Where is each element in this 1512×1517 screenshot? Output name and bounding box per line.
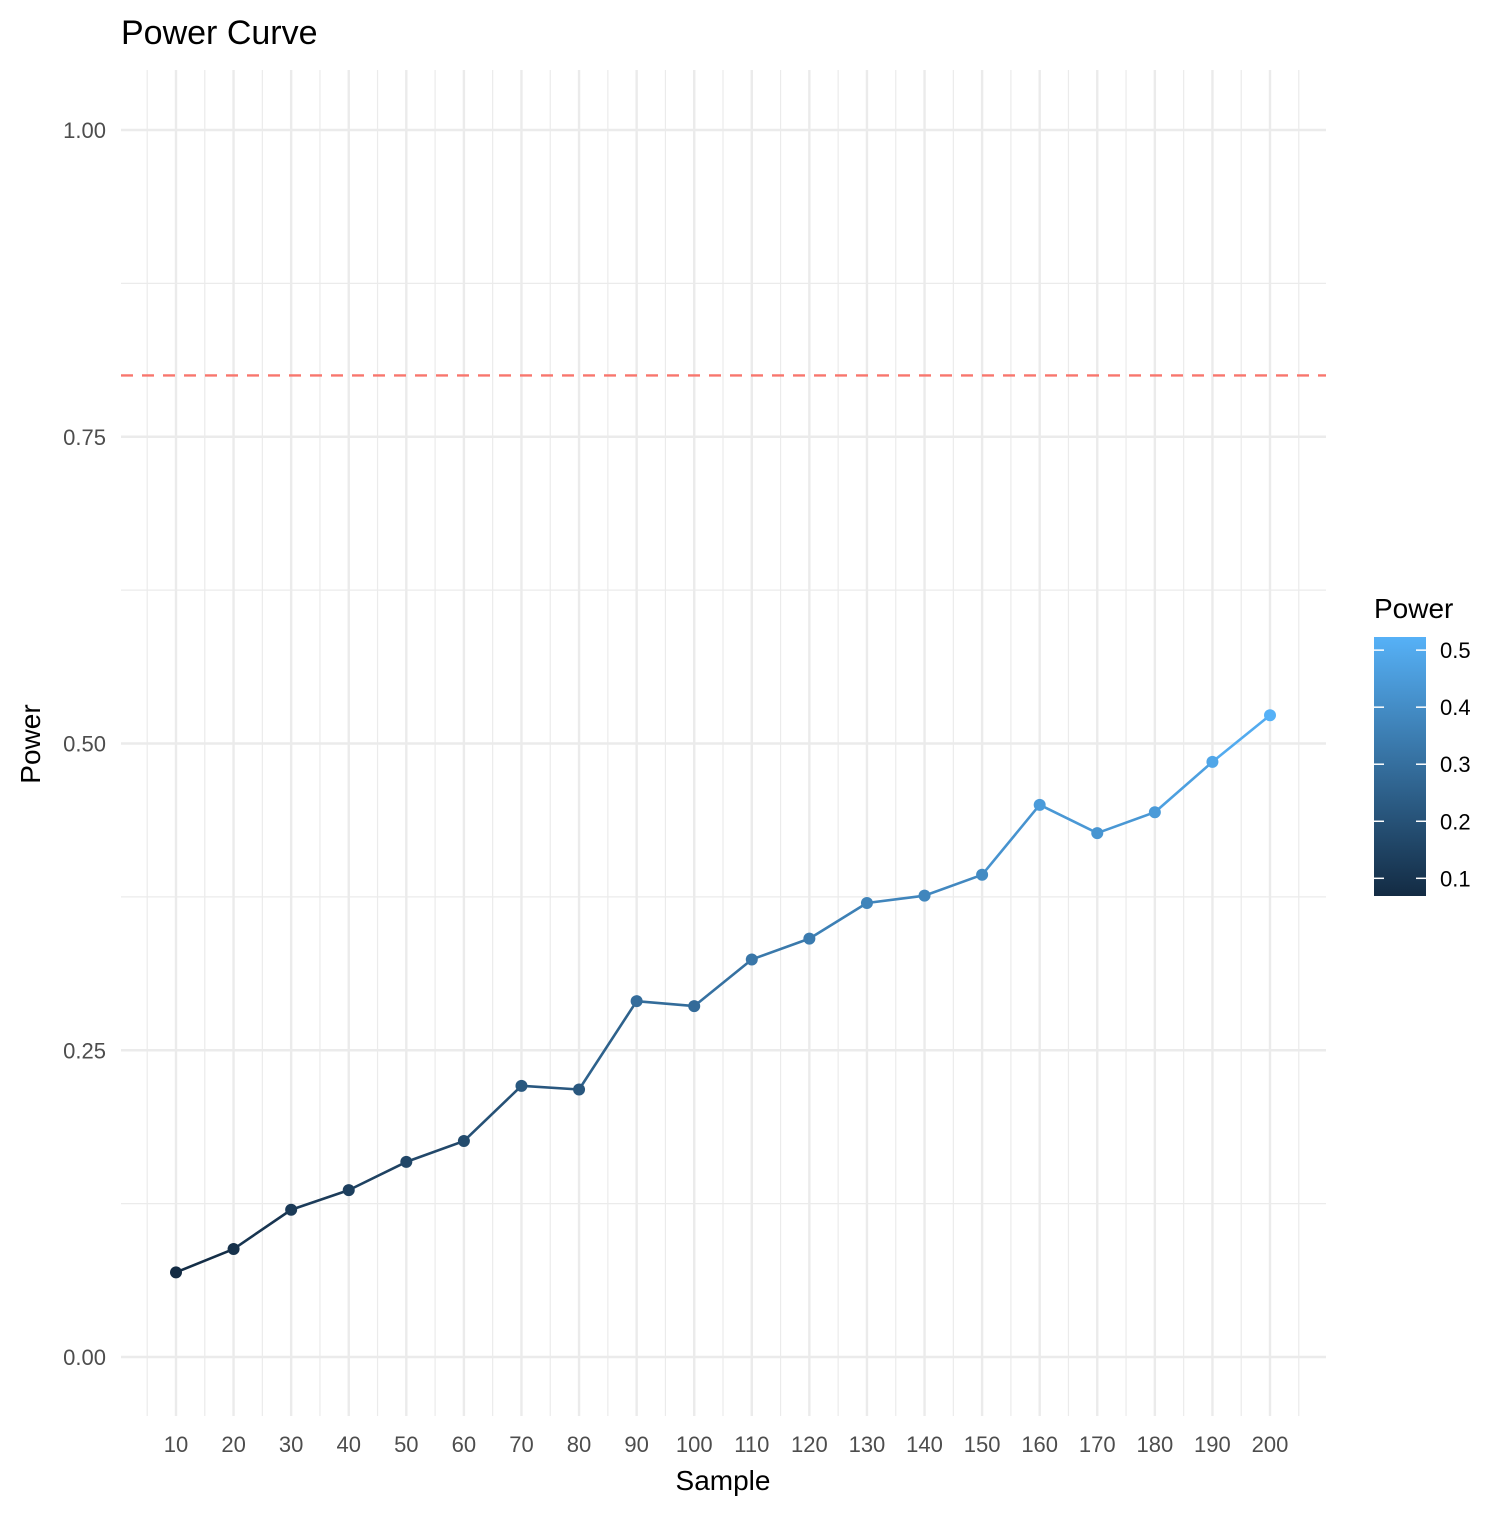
series-line-segment xyxy=(174,1247,235,1274)
y-axis-ticks: 0.00 0.25 0.50 0.75 1.00 xyxy=(63,118,106,1370)
x-tick-label: 50 xyxy=(394,1432,418,1457)
chart-title: Power Curve xyxy=(121,14,318,52)
data-point xyxy=(227,1243,240,1256)
colorbar xyxy=(1374,637,1426,896)
colorbar-tick-label: 0.4 xyxy=(1440,695,1471,720)
data-point xyxy=(860,897,873,910)
x-tick-label: 10 xyxy=(164,1432,188,1457)
colorbar-tick-label: 0.1 xyxy=(1440,866,1471,891)
legend: Power 0.1 0.2 0.3 0.4 0.5 xyxy=(1374,593,1471,896)
x-tick-label: 160 xyxy=(1021,1432,1058,1457)
series-line-segment xyxy=(692,958,754,1008)
data-point xyxy=(745,953,758,966)
data-point xyxy=(170,1266,182,1279)
series-line-segment xyxy=(923,873,984,897)
colorbar-tick-label: 0.5 xyxy=(1440,638,1471,663)
series-line-segment xyxy=(289,1188,351,1212)
y-tick-label: 0.50 xyxy=(63,732,106,757)
x-tick-label: 200 xyxy=(1252,1432,1289,1457)
series-line-segment xyxy=(347,1160,408,1192)
x-tick-label: 70 xyxy=(509,1432,533,1457)
x-tick-label: 40 xyxy=(336,1432,360,1457)
y-tick-label: 0.25 xyxy=(63,1038,106,1063)
series-line-segment xyxy=(577,999,638,1091)
data-point xyxy=(1033,798,1046,811)
data-point xyxy=(573,1083,586,1096)
data-point xyxy=(515,1079,528,1092)
x-tick-label: 140 xyxy=(906,1432,943,1457)
data-point xyxy=(630,995,643,1008)
x-axis-ticks: 10 20 30 40 50 60 70 80 90 100 110 120 130 140 150 160 1… xyxy=(164,1432,1289,1457)
data-point xyxy=(1206,755,1219,768)
series-line-segment xyxy=(405,1139,466,1164)
data-point xyxy=(400,1155,413,1168)
x-axis-label: Sample xyxy=(676,1465,771,1496)
series-line-segment xyxy=(232,1208,293,1251)
x-tick-label: 120 xyxy=(791,1432,828,1457)
x-tick-label: 180 xyxy=(1136,1432,1173,1457)
series-line-segment xyxy=(865,894,926,905)
x-tick-label: 170 xyxy=(1079,1432,1116,1457)
data-point xyxy=(918,889,931,902)
x-tick-label: 30 xyxy=(279,1432,303,1457)
data-point xyxy=(688,1000,701,1013)
x-tick-label: 60 xyxy=(452,1432,476,1457)
y-tick-label: 0.75 xyxy=(63,425,106,450)
series-line-segment xyxy=(520,1084,581,1091)
x-tick-label: 80 xyxy=(567,1432,591,1457)
colorbar-tick-label: 0.2 xyxy=(1440,809,1471,834)
x-tick-label: 130 xyxy=(849,1432,886,1457)
colorbar-tick-label: 0.3 xyxy=(1440,752,1471,777)
data-point xyxy=(803,932,816,945)
data-point xyxy=(342,1184,355,1197)
data-point xyxy=(457,1135,470,1148)
x-tick-label: 100 xyxy=(676,1432,713,1457)
data-point xyxy=(1091,827,1104,840)
x-tick-label: 20 xyxy=(221,1432,245,1457)
x-tick-label: 150 xyxy=(964,1432,1001,1457)
series-line-segment xyxy=(635,999,696,1008)
series-line-segment xyxy=(1095,810,1157,835)
x-tick-label: 190 xyxy=(1194,1432,1231,1457)
data-point xyxy=(1264,709,1276,722)
series xyxy=(170,709,1276,1279)
x-tick-label: 110 xyxy=(734,1432,769,1457)
data-point xyxy=(285,1203,298,1216)
y-tick-label: 0.00 xyxy=(63,1345,106,1370)
grid xyxy=(121,70,1326,1416)
data-point xyxy=(1148,806,1161,819)
legend-title: Power xyxy=(1374,593,1453,624)
series-line-segment xyxy=(808,901,869,940)
series-line-segment xyxy=(1153,760,1214,814)
y-tick-label: 1.00 xyxy=(63,118,106,143)
series-line-segment xyxy=(462,1084,523,1143)
y-axis-label: Power xyxy=(15,704,46,783)
series-line-segment xyxy=(980,803,1041,877)
x-tick-label: 90 xyxy=(624,1432,648,1457)
series-line-segment xyxy=(750,937,811,961)
series-line-segment xyxy=(1211,713,1272,764)
data-point xyxy=(976,868,989,881)
series-line-segment xyxy=(1038,803,1099,835)
